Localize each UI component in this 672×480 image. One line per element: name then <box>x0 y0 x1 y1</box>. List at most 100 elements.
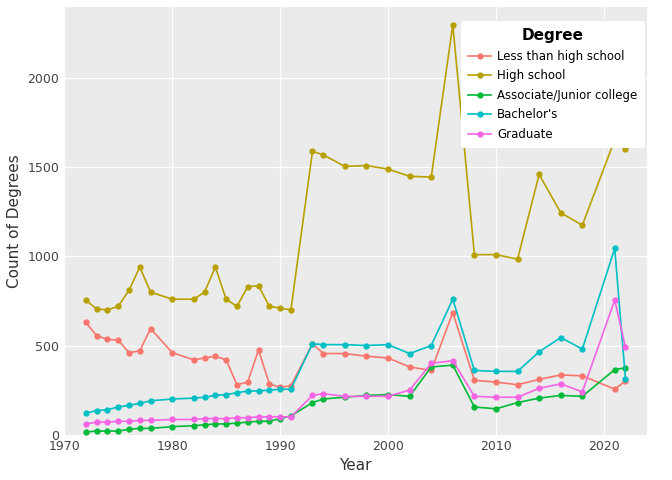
Less than high school <box>222 357 230 363</box>
Graduate <box>513 395 521 400</box>
Graduate <box>470 394 478 399</box>
High school <box>319 152 327 158</box>
Associate/Junior college <box>146 426 155 432</box>
Bachelor's <box>244 388 252 394</box>
Less than high school <box>244 379 252 385</box>
High school <box>611 137 619 143</box>
Less than high school <box>265 381 274 387</box>
Bachelor's <box>103 407 112 413</box>
High school <box>233 303 241 309</box>
Less than high school <box>308 341 317 347</box>
Graduate <box>319 391 327 396</box>
Y-axis label: Count of Degrees: Count of Degrees <box>7 154 22 288</box>
Bachelor's <box>146 398 155 404</box>
Less than high school <box>255 347 263 353</box>
High school <box>622 146 630 152</box>
High school <box>114 303 122 309</box>
Less than high school <box>579 373 587 379</box>
Associate/Junior college <box>308 400 317 406</box>
Associate/Junior college <box>427 364 435 370</box>
High school <box>362 163 370 168</box>
Less than high school <box>146 326 155 332</box>
Less than high school <box>362 353 370 359</box>
Associate/Junior college <box>513 400 521 406</box>
Graduate <box>146 418 155 423</box>
Graduate <box>287 414 295 420</box>
Associate/Junior college <box>556 393 564 398</box>
Less than high school <box>492 379 500 385</box>
Graduate <box>449 358 457 363</box>
Bachelor's <box>492 369 500 374</box>
Graduate <box>611 297 619 303</box>
Bachelor's <box>611 246 619 252</box>
Associate/Junior college <box>579 394 587 399</box>
High school <box>535 171 543 177</box>
Less than high school <box>200 355 208 361</box>
Bachelor's <box>449 296 457 302</box>
Associate/Junior college <box>222 421 230 427</box>
Less than high school <box>622 378 630 384</box>
High school <box>244 284 252 289</box>
Bachelor's <box>233 390 241 396</box>
Bachelor's <box>190 395 198 401</box>
Less than high school <box>341 351 349 357</box>
Associate/Junior college <box>341 395 349 400</box>
Associate/Junior college <box>136 426 144 432</box>
Graduate <box>211 416 219 421</box>
Graduate <box>125 419 133 424</box>
Associate/Junior college <box>255 419 263 424</box>
Graduate <box>244 415 252 420</box>
Bachelor's <box>622 376 630 382</box>
Associate/Junior college <box>276 416 284 421</box>
Bachelor's <box>200 395 208 400</box>
High school <box>308 148 317 154</box>
High school <box>82 297 90 303</box>
Less than high school <box>276 384 284 390</box>
Graduate <box>93 420 101 425</box>
Less than high school <box>190 357 198 363</box>
Graduate <box>255 414 263 420</box>
Less than high school <box>82 320 90 325</box>
Less than high school <box>384 355 392 361</box>
Bachelor's <box>535 349 543 355</box>
Bachelor's <box>222 392 230 397</box>
Associate/Junior college <box>93 428 101 434</box>
Bachelor's <box>406 351 414 357</box>
Associate/Junior college <box>265 419 274 424</box>
Associate/Junior college <box>244 420 252 425</box>
Bachelor's <box>362 343 370 348</box>
High school <box>287 307 295 313</box>
Less than high school <box>233 382 241 388</box>
High school <box>470 252 478 258</box>
Associate/Junior college <box>211 421 219 427</box>
Associate/Junior college <box>611 367 619 372</box>
Less than high school <box>319 351 327 357</box>
Graduate <box>579 389 587 395</box>
Associate/Junior college <box>82 429 90 435</box>
Graduate <box>384 394 392 399</box>
Line: Less than high school: Less than high school <box>83 310 628 392</box>
Bachelor's <box>308 341 317 347</box>
Bachelor's <box>125 402 133 408</box>
Less than high school <box>125 350 133 356</box>
Associate/Junior college <box>492 406 500 412</box>
Graduate <box>308 393 317 398</box>
Graduate <box>265 414 274 420</box>
High school <box>211 264 219 270</box>
Bachelor's <box>556 335 564 340</box>
Graduate <box>114 419 122 424</box>
Associate/Junior college <box>125 426 133 432</box>
Associate/Junior college <box>406 394 414 399</box>
Associate/Junior college <box>319 396 327 402</box>
Bachelor's <box>470 368 478 373</box>
High school <box>427 174 435 180</box>
Associate/Junior college <box>622 365 630 371</box>
Graduate <box>103 420 112 425</box>
Graduate <box>535 385 543 391</box>
High school <box>449 22 457 28</box>
Associate/Junior college <box>190 423 198 429</box>
Graduate <box>136 418 144 423</box>
High school <box>341 164 349 169</box>
Less than high school <box>611 386 619 392</box>
High school <box>556 210 564 216</box>
